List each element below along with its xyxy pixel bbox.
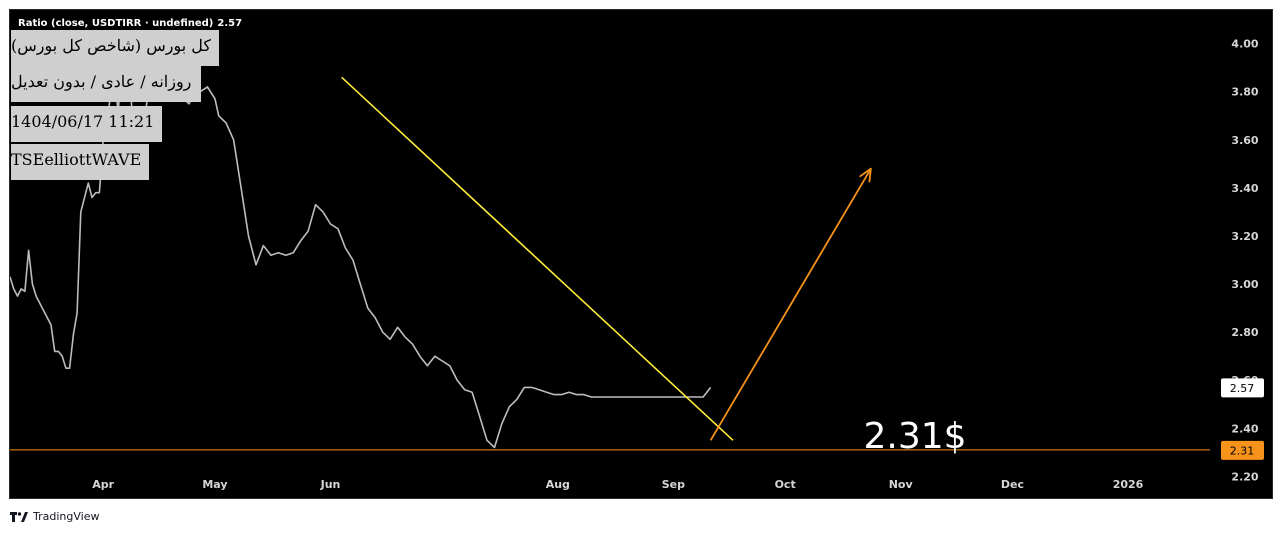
- price-chart[interactable]: 4.003.803.603.403.203.002.802.602.402.20…: [10, 10, 1272, 498]
- projection-arrow: [709, 168, 872, 441]
- y-tick-label: 2.20: [1231, 470, 1258, 483]
- x-tick-label: May: [202, 478, 227, 491]
- last-price-label: 2.57: [1230, 382, 1255, 395]
- support-annotation: 2.31$: [863, 416, 966, 457]
- projection-arrow-head: [859, 167, 872, 183]
- x-tick-label: Sep: [662, 478, 685, 491]
- y-tick-label: 2.40: [1231, 422, 1258, 435]
- support-price-label: 2.31: [1230, 444, 1255, 457]
- chart-panel[interactable]: 4.003.803.603.403.203.002.802.602.402.20…: [9, 9, 1273, 499]
- price-series-line: [10, 57, 712, 449]
- x-tick-label: Nov: [889, 478, 914, 491]
- y-tick-label: 3.20: [1231, 230, 1258, 243]
- info-box-timeframe: روزانه / عادی / بدون تعدیل: [11, 66, 202, 102]
- last-price-badge: [1221, 378, 1264, 398]
- info-box-datetime: 1404/06/17 11:21: [11, 106, 163, 142]
- x-tick-label: 2026: [1113, 478, 1144, 491]
- tradingview-brand[interactable]: TradingView: [10, 510, 99, 523]
- y-tick-label: 3.80: [1231, 86, 1258, 99]
- x-tick-label: Aug: [546, 478, 570, 491]
- series-legend: Ratio (close, USDTIRR · undefined) 2.57: [18, 18, 242, 29]
- support-price-badge: [1221, 440, 1264, 460]
- info-box-index-name: کل بورس (شاخص کل بورس): [11, 30, 220, 66]
- tradingview-logo-icon: [10, 511, 28, 522]
- info-box-author: TSEelliottWAVE: [11, 144, 150, 180]
- legend-label: Ratio (close, USDTIRR · undefined): [18, 18, 214, 29]
- x-tick-label: Oct: [775, 478, 796, 491]
- y-tick-label: 3.00: [1231, 278, 1258, 291]
- y-tick-label: 2.80: [1231, 326, 1258, 339]
- y-tick-label: 3.60: [1231, 134, 1258, 147]
- brand-label: TradingView: [33, 510, 100, 523]
- legend-value: 2.57: [217, 18, 243, 29]
- x-tick-label: Jun: [320, 478, 341, 491]
- y-tick-label: 4.00: [1231, 38, 1258, 51]
- x-tick-label: Apr: [92, 478, 114, 491]
- y-tick-label: 3.40: [1231, 182, 1258, 195]
- trendline: [341, 76, 734, 441]
- x-tick-label: Dec: [1001, 478, 1024, 491]
